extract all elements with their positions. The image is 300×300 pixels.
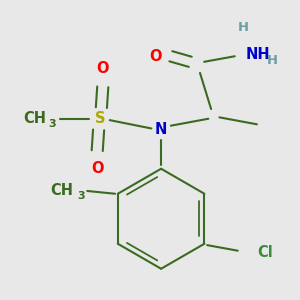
Text: NH: NH: [246, 47, 271, 62]
Text: 3: 3: [77, 191, 85, 201]
Text: O: O: [91, 161, 103, 176]
Text: N: N: [155, 122, 167, 137]
Text: CH: CH: [50, 184, 74, 199]
Text: H: H: [238, 21, 249, 34]
Text: O: O: [149, 49, 162, 64]
Text: CH: CH: [23, 111, 46, 126]
Text: O: O: [97, 61, 109, 76]
Text: 3: 3: [49, 118, 56, 129]
Text: S: S: [95, 111, 105, 126]
Text: Cl: Cl: [257, 244, 273, 260]
Text: H: H: [267, 54, 278, 67]
